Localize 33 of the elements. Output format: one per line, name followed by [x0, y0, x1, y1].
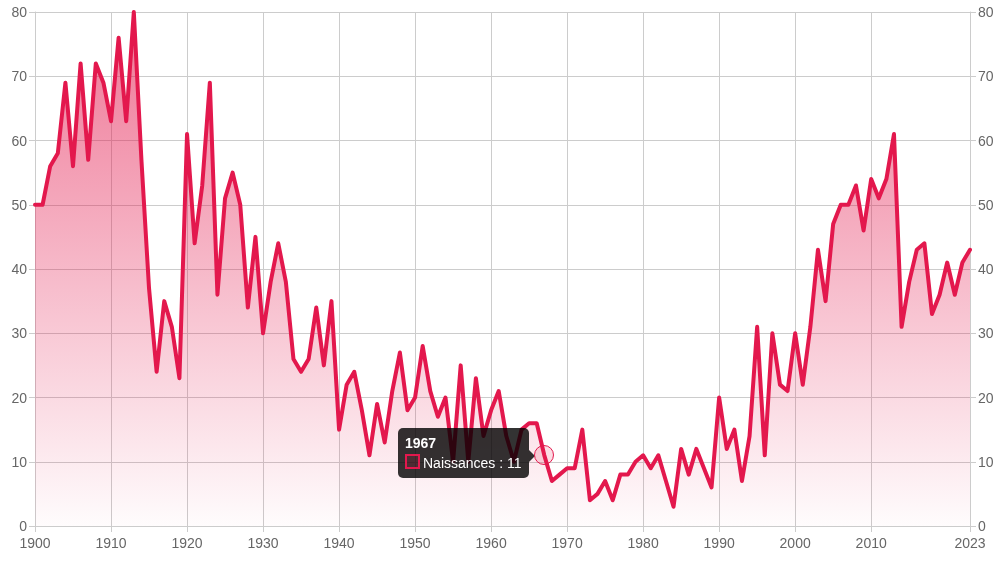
y-tick-label: 30: [11, 325, 28, 342]
y2-tick-label: 10: [978, 453, 994, 470]
y2-tick-label: 60: [978, 132, 994, 149]
x-tick-label: 1980: [627, 535, 659, 551]
x-tick-label: 1950: [399, 535, 431, 551]
x-tick-label: 1920: [171, 535, 203, 551]
y-tick-label: 70: [11, 68, 28, 85]
y2-tick-label: 0: [978, 518, 986, 534]
x-tick-label: 1990: [703, 535, 735, 551]
y-tick-label: 40: [11, 261, 28, 277]
y2-tick-label: 40: [978, 261, 994, 277]
y-tick-label: 60: [11, 132, 28, 149]
x-tick-label: 2023: [954, 535, 986, 551]
y-tick-label: 50: [11, 196, 28, 213]
y2-tick-label: 30: [978, 325, 994, 342]
y-tick-label: 0: [19, 518, 28, 534]
annotation: Naissances : 11: [423, 455, 522, 471]
y2-tick-label: 70: [978, 68, 994, 85]
x-tick-label: 1910: [95, 535, 127, 551]
x-tick-label: 2010: [855, 535, 887, 551]
x-tick-label: 1970: [551, 535, 583, 551]
x-tick-label: 1960: [475, 535, 507, 551]
x-tick-label: 1940: [323, 535, 355, 551]
x-tick-label: 2000: [779, 535, 811, 551]
y-tick-label: 80: [11, 4, 28, 20]
y-tick-label: 10: [11, 453, 28, 470]
annotation: 1967: [405, 434, 438, 453]
y2-tick-label: 80: [978, 4, 994, 20]
y2-tick-label: 20: [978, 389, 994, 406]
y2-tick-label: 50: [978, 196, 994, 213]
x-tick-label: 1900: [19, 535, 51, 551]
x-tick-label: 1930: [247, 535, 279, 551]
y-tick-label: 20: [11, 389, 28, 406]
